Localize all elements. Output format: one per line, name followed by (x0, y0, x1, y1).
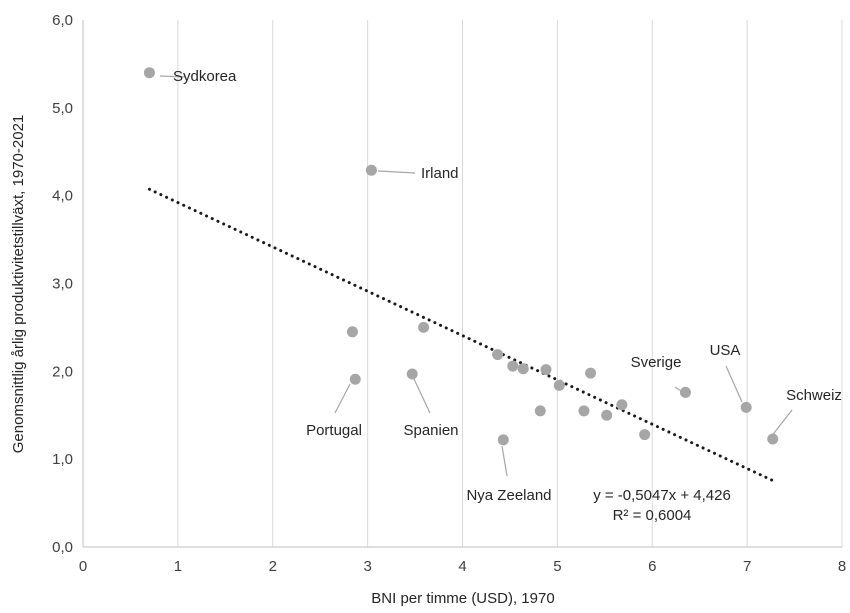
data-point (540, 364, 552, 376)
y-tick-label: 3,0 (52, 276, 73, 293)
tick-labels: 0 1 2 3 4 5 6 7 8 0,0 1,0 2,0 3,0 4,0 5,0 6,0 (52, 12, 846, 575)
y-tick-label: 4,0 (52, 188, 73, 205)
point-label: USA (710, 342, 741, 359)
y-axis-title: Genomsnittlig årlig produktivitetstillvä… (10, 115, 27, 454)
y-tick-label: 5,0 (52, 100, 73, 117)
data-point (346, 326, 358, 338)
data-point (143, 67, 155, 79)
leader-line (725, 365, 743, 403)
point-label: Sverige (631, 354, 682, 371)
trendline (147, 187, 775, 483)
data-point (507, 360, 519, 372)
data-point (497, 434, 509, 446)
data-point (553, 379, 565, 391)
data-point (639, 429, 651, 441)
leader-line (770, 409, 793, 438)
data-point (349, 373, 361, 385)
data-point (492, 349, 504, 361)
grid-lines (177, 20, 843, 547)
trendline-group (147, 187, 775, 483)
trendline-equation: y = -0,5047x + 4,426 (593, 487, 731, 504)
x-tick-label: 4 (458, 558, 466, 575)
point-labels: Sydkorea Irland Portugal Spanien Nya Zeeland… (173, 68, 842, 504)
point-label: Nya Zeeland (466, 487, 551, 504)
x-tick-label: 6 (648, 558, 656, 575)
leader-line (159, 75, 187, 78)
leader-line (501, 445, 508, 477)
y-tick-label: 0,0 (52, 539, 73, 556)
x-tick-label: 7 (743, 558, 751, 575)
leader-line (413, 378, 431, 414)
point-label: Portugal (306, 422, 362, 439)
trendline-r-squared: R² = 0,6004 (613, 507, 692, 524)
x-tick-label: 2 (269, 558, 277, 575)
data-point (616, 399, 628, 411)
x-tick-label: 3 (363, 558, 371, 575)
y-tick-label: 2,0 (52, 363, 73, 380)
y-tick-label: 6,0 (52, 12, 73, 29)
x-tick-label: 8 (838, 558, 846, 575)
axes (82, 20, 842, 548)
x-tick-label: 0 (79, 558, 87, 575)
point-label: Sydkorea (173, 68, 237, 85)
data-point (365, 164, 377, 176)
x-tick-label: 1 (174, 558, 182, 575)
data-point (406, 368, 418, 380)
data-point (767, 433, 779, 445)
point-label: Schweiz (786, 387, 842, 404)
data-point (418, 321, 430, 333)
data-point (679, 386, 691, 398)
x-axis-title: BNI per timme (USD), 1970 (371, 590, 554, 607)
y-tick-label: 1,0 (52, 451, 73, 468)
point-label: Spanien (403, 422, 458, 439)
data-point (578, 405, 590, 417)
data-point (740, 401, 752, 413)
data-point (534, 405, 546, 417)
data-point (517, 363, 529, 375)
x-tick-label: 5 (553, 558, 561, 575)
leader-line (334, 383, 351, 414)
point-label: Irland (421, 165, 459, 182)
label-leader-lines (159, 75, 793, 477)
data-points (143, 67, 779, 446)
data-point (585, 367, 597, 379)
data-point (601, 409, 613, 421)
leader-line (377, 170, 416, 174)
